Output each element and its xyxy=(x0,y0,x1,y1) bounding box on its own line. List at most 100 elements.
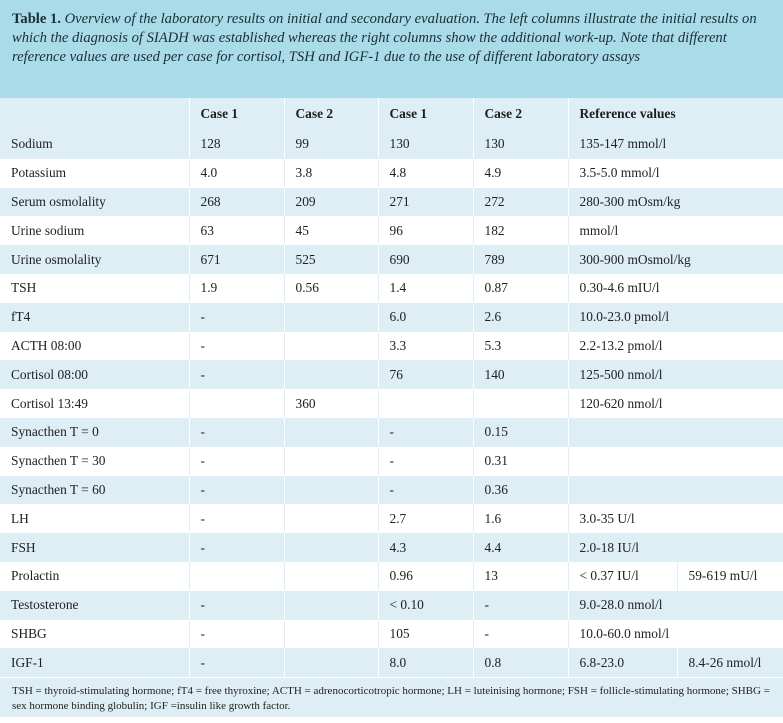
value-cell: 8.0 xyxy=(378,648,474,678)
value-cell xyxy=(284,331,379,361)
value-cell xyxy=(284,360,379,390)
row-label: Sodium xyxy=(0,130,190,159)
value-cell: - xyxy=(189,331,285,361)
value-cell: - xyxy=(189,360,285,390)
reference-cell: < 0.37 IU/l xyxy=(568,561,678,591)
value-cell: 690 xyxy=(378,245,474,274)
value-cell: 0.15 xyxy=(473,417,569,447)
table-row: Testosterone - < 0.10-9.0-28.0 nmol/l xyxy=(0,590,783,620)
value-cell: 272 xyxy=(473,187,569,217)
table-row: Cortisol 13:49 360 120-620 nmol/l xyxy=(0,389,783,418)
value-cell: 4.4 xyxy=(473,533,569,562)
table-row: Cortisol 08:00- 76 140 125-500 nmol/l xyxy=(0,360,783,390)
reference-cell: 0.30-4.6 mIU/l xyxy=(568,273,783,303)
value-cell: 4.3 xyxy=(378,533,474,562)
value-cell: 76 xyxy=(378,360,474,390)
table-footnote: TSH = thyroid-stimulating hormone; fT4 =… xyxy=(0,677,783,718)
reference-cell xyxy=(568,475,783,505)
value-cell: - xyxy=(189,504,285,534)
table-row: Sodium 128 99 130 130 135-147 mmol/l xyxy=(0,130,783,159)
value-cell xyxy=(284,590,379,620)
value-cell: 0.87 xyxy=(473,273,569,303)
row-label: FSH xyxy=(0,533,190,562)
value-cell: 271 xyxy=(378,187,474,217)
table-row: Prolactin 0.96 13 < 0.37 IU/l 59-619 mU/l xyxy=(0,561,783,591)
value-cell: 209 xyxy=(284,187,379,217)
table-caption: Table 1. Overview of the laboratory resu… xyxy=(0,0,783,98)
table-row: TSH 1.9 0.56 1.4 0.87 0.30-4.6 mIU/l xyxy=(0,273,783,303)
value-cell: - xyxy=(378,417,474,447)
value-cell: - xyxy=(189,533,285,562)
value-cell: 1.4 xyxy=(378,273,474,303)
value-cell: - xyxy=(189,302,285,332)
reference-cell: 3.0-35 U/l xyxy=(568,504,783,534)
value-cell: - xyxy=(189,446,285,476)
row-label: Synacthen T = 60 xyxy=(0,475,190,505)
value-cell: 5.3 xyxy=(473,331,569,361)
value-cell: 1.6 xyxy=(473,504,569,534)
value-cell: 3.8 xyxy=(284,158,379,188)
value-cell: 130 xyxy=(473,130,569,159)
reference-cell: 120-620 nmol/l xyxy=(568,389,783,418)
reference-cell: 3.5-5.0 mmol/l xyxy=(568,158,783,188)
reference-cell-alt: 8.4-26 nmol/l xyxy=(677,648,783,678)
row-label: Urine sodium xyxy=(0,216,190,246)
table-header-row: Case 1 Case 2 Case 1 Case 2 Reference va… xyxy=(0,98,783,130)
table-row: SHBG -105-10.0-60.0 nmol/l xyxy=(0,619,783,649)
header-cell xyxy=(0,98,190,130)
value-cell: 3.3 xyxy=(378,331,474,361)
header-cell-reference: Reference values xyxy=(568,98,783,130)
value-cell xyxy=(284,504,379,534)
value-cell xyxy=(284,302,379,332)
reference-cell: 300-900 mOsmol/kg xyxy=(568,245,783,274)
reference-cell xyxy=(568,446,783,476)
value-cell: - xyxy=(189,619,285,649)
reference-cell xyxy=(568,417,783,447)
value-cell: 2.7 xyxy=(378,504,474,534)
value-cell: - xyxy=(189,648,285,678)
value-cell xyxy=(284,648,379,678)
value-cell: 45 xyxy=(284,216,379,246)
value-cell: 789 xyxy=(473,245,569,274)
value-cell: 4.8 xyxy=(378,158,474,188)
reference-cell: 9.0-28.0 nmol/l xyxy=(568,590,783,620)
row-label: IGF-1 xyxy=(0,648,190,678)
reference-cell: 2.2-13.2 pmol/l xyxy=(568,331,783,361)
reference-cell: 6.8-23.0 xyxy=(568,648,678,678)
row-label: Serum osmolality xyxy=(0,187,190,217)
row-label: LH xyxy=(0,504,190,534)
value-cell: 4.9 xyxy=(473,158,569,188)
value-cell: < 0.10 xyxy=(378,590,474,620)
caption-label: Table 1. xyxy=(12,11,61,27)
row-label: Prolactin xyxy=(0,561,190,591)
value-cell: 6.0 xyxy=(378,302,474,332)
value-cell: 105 xyxy=(378,619,474,649)
table-row: Urine osmolality 671 525 690 789 300-900 mOsm… xyxy=(0,245,783,274)
value-cell: - xyxy=(378,446,474,476)
value-cell: 0.56 xyxy=(284,273,379,303)
reference-cell: 10.0-60.0 nmol/l xyxy=(568,619,783,649)
table-row: Synacthen T = 60- -0.36 xyxy=(0,475,783,505)
reference-cell: 2.0-18 IU/l xyxy=(568,533,783,562)
value-cell: 0.8 xyxy=(473,648,569,678)
lab-results-table: Case 1 Case 2 Case 1 Case 2 Reference va… xyxy=(0,98,783,678)
value-cell: - xyxy=(189,475,285,505)
value-cell: - xyxy=(189,590,285,620)
value-cell: 182 xyxy=(473,216,569,246)
value-cell: 2.6 xyxy=(473,302,569,332)
reference-cell: 280-300 mOsm/kg xyxy=(568,187,783,217)
table-row: Synacthen T = 30- -0.31 xyxy=(0,446,783,476)
value-cell: 128 xyxy=(189,130,285,159)
value-cell: 1.9 xyxy=(189,273,285,303)
table-row: FSH - 4.3 4.4 2.0-18 IU/l xyxy=(0,533,783,562)
value-cell: 130 xyxy=(378,130,474,159)
header-cell: Case 2 xyxy=(473,98,569,130)
value-cell: 0.36 xyxy=(473,475,569,505)
row-label: Cortisol 08:00 xyxy=(0,360,190,390)
table-row: Serum osmolality 268 209 271 272 280-300 mOsm… xyxy=(0,187,783,217)
value-cell xyxy=(378,389,474,418)
reference-cell: 10.0-23.0 pmol/l xyxy=(568,302,783,332)
table-row: Urine sodium 63 45 96 182 mmol/l xyxy=(0,216,783,246)
header-cell: Case 2 xyxy=(284,98,379,130)
